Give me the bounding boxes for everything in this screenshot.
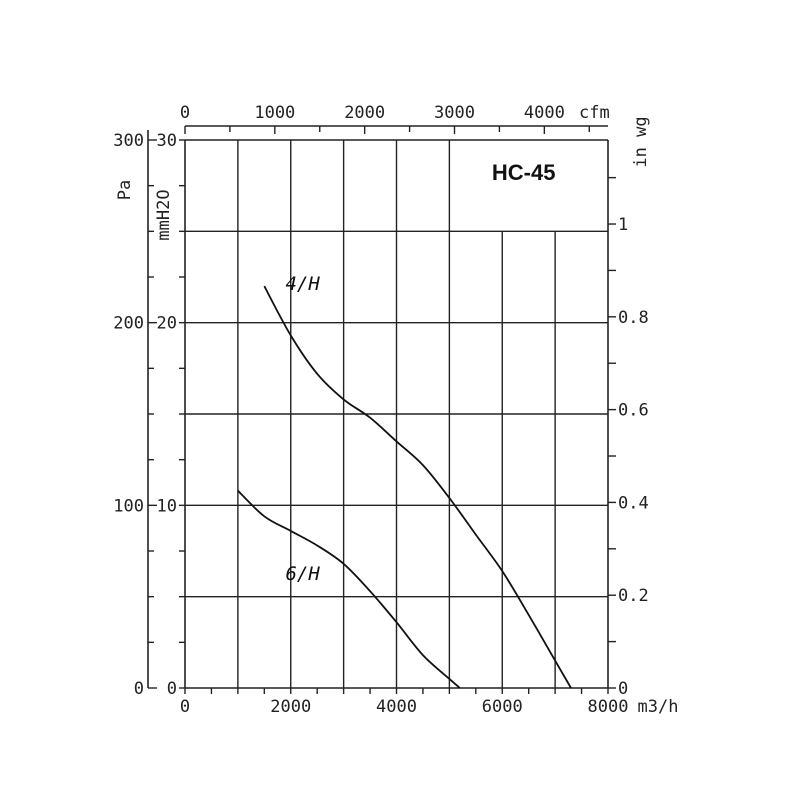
pa-tick-label: 100	[113, 496, 144, 516]
inwg-tick-label: 0.2	[618, 586, 649, 606]
cfm-unit-label: cfm	[579, 103, 610, 123]
chart-title: HC-45	[492, 160, 556, 185]
pa-tick-label: 200	[113, 314, 144, 334]
mmh2o-tick-label: 10	[157, 496, 177, 516]
mmh2o-tick-label: 0	[167, 679, 177, 699]
pa-tick-label: 0	[134, 679, 144, 699]
pa-unit-label: Pa	[115, 180, 135, 200]
inwg-tick-label: 0	[618, 679, 628, 699]
series-label-4h: 4/H	[285, 273, 320, 295]
inwg-tick-label: 0.8	[618, 308, 649, 328]
cfm-tick-label: 1000	[254, 103, 295, 123]
m3h-tick-label: 6000	[482, 697, 523, 717]
series-line-4h	[263, 285, 572, 689]
mmh2o-unit-label: mmH2O	[154, 189, 174, 240]
inwg-tick-label: 1	[618, 215, 628, 235]
m3h-tick-label: 2000	[270, 697, 311, 717]
cfm-tick-label: 0	[180, 103, 190, 123]
m3h-tick-label: 8000	[588, 697, 629, 717]
cfm-tick-label: 2000	[344, 103, 385, 123]
cfm-tick-label: 4000	[524, 103, 565, 123]
m3h-tick-label: 4000	[376, 697, 417, 717]
m3h-tick-label: 0	[180, 697, 190, 717]
inwg-tick-label: 0.4	[618, 493, 649, 513]
inwg-unit-label: in wg	[631, 116, 651, 167]
cfm-tick-label: 3000	[434, 103, 475, 123]
mmh2o-tick-label: 20	[157, 314, 177, 334]
grid	[185, 140, 608, 688]
mmh2o-tick-label: 30	[157, 131, 177, 151]
series-line-6h	[237, 490, 461, 689]
pa-tick-label: 300	[113, 131, 144, 151]
m3h-unit-label: m3/h	[638, 697, 679, 717]
series-label-6h: 6/H	[285, 563, 320, 585]
inwg-tick-label: 0.6	[618, 401, 649, 421]
